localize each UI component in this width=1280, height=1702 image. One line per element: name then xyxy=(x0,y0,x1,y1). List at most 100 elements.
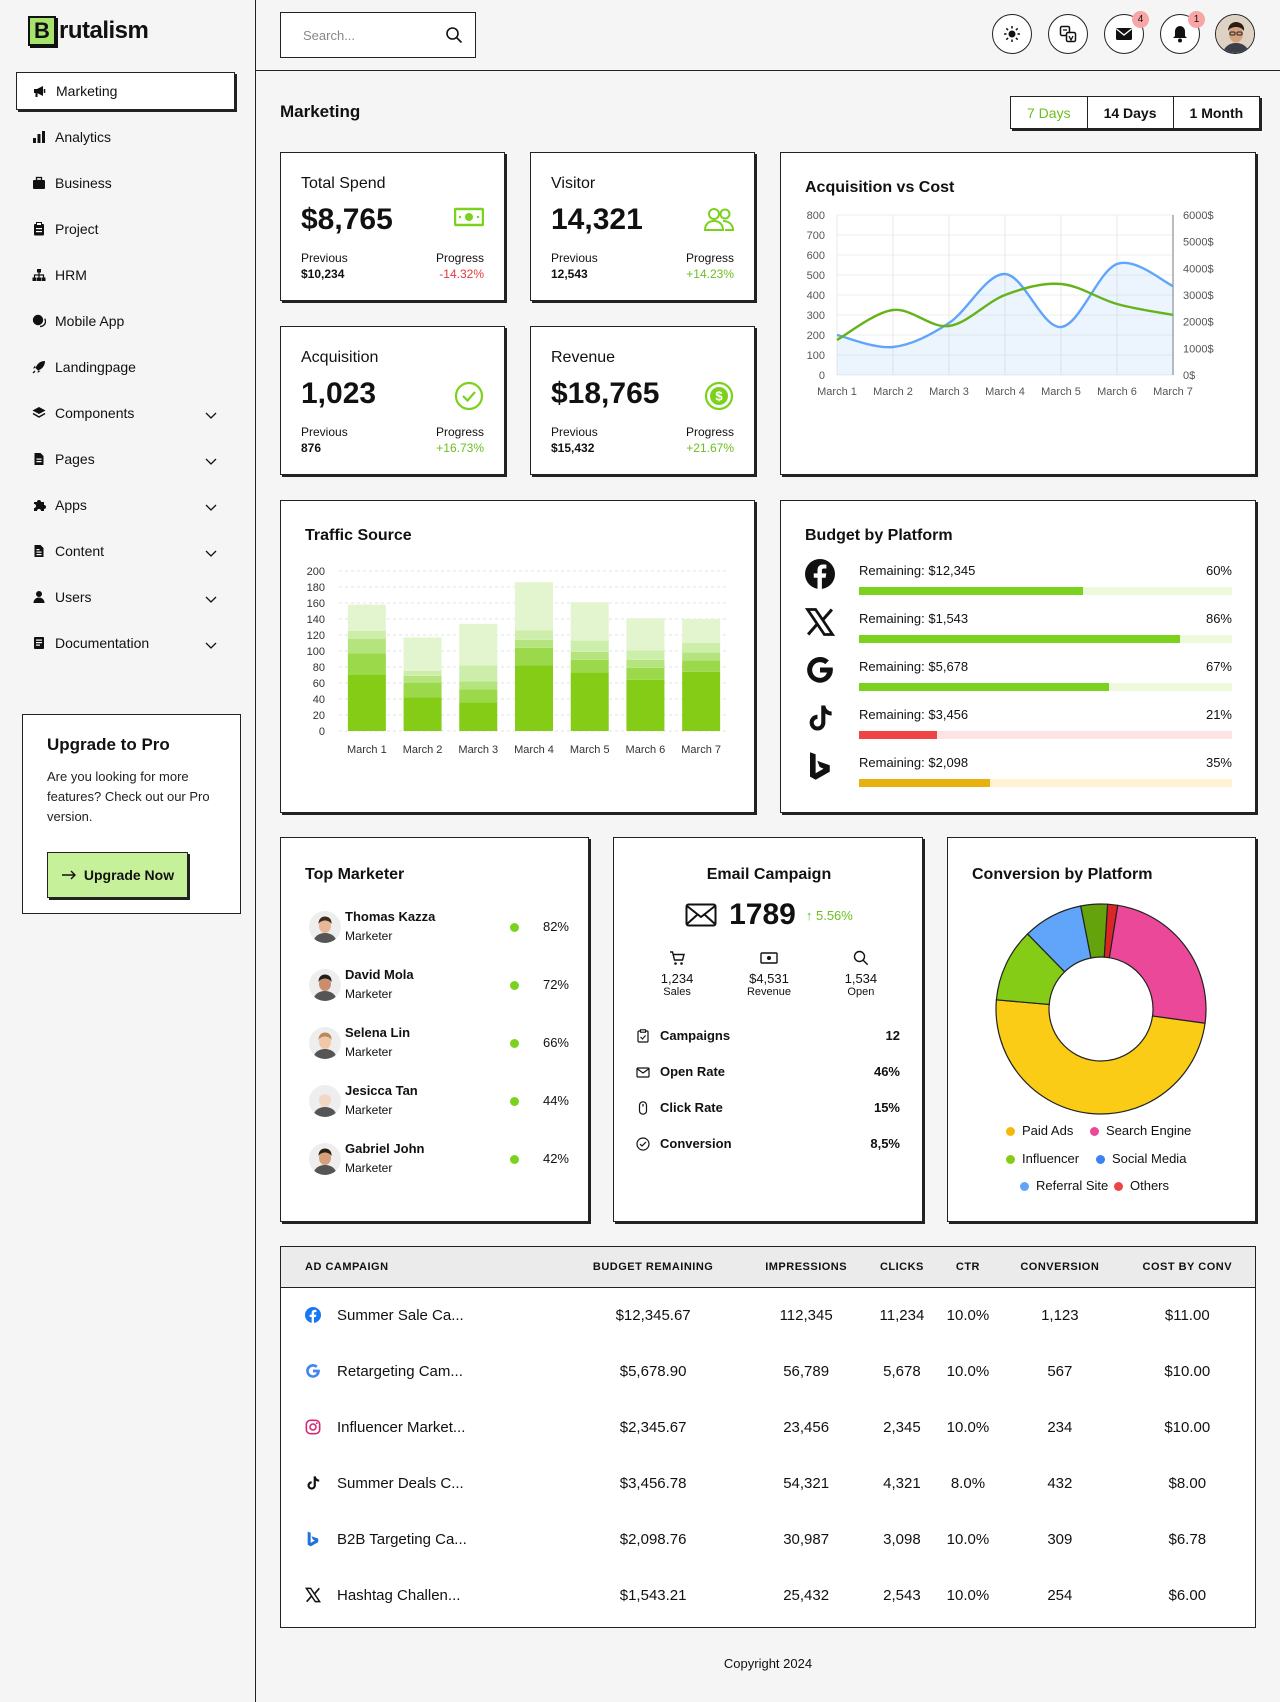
y-tick-label: 800 xyxy=(807,210,825,222)
messages-button[interactable]: 4 xyxy=(1104,11,1149,54)
x-tick-label: March 7 xyxy=(681,744,721,756)
y2-tick-label: 2000$ xyxy=(1183,317,1214,329)
sidebar-item-label: Documentation xyxy=(55,635,150,651)
sidebar-item-components[interactable]: Components xyxy=(16,394,235,432)
campaign-cell: Influencer Market... xyxy=(281,1399,562,1455)
search-icon[interactable] xyxy=(445,26,463,44)
column-header[interactable]: CTR xyxy=(935,1247,1001,1288)
range-1-month[interactable]: 1 Month xyxy=(1189,104,1244,121)
upgrade-now-button[interactable]: Upgrade Now xyxy=(47,852,188,898)
chevron-down-icon[interactable] xyxy=(205,499,217,515)
sidebar-item-landingpage[interactable]: Landingpage xyxy=(16,348,235,386)
bar-segment xyxy=(570,651,609,660)
kpi-label: Open xyxy=(847,986,875,998)
column-header[interactable]: IMPRESSIONS xyxy=(744,1247,869,1288)
sidebar-item-label: Content xyxy=(55,543,105,559)
chart-title: Acquisition vs Cost xyxy=(805,179,955,196)
sidebar-item-label: Components xyxy=(55,405,135,421)
bar-segment xyxy=(682,643,721,653)
budget-remaining-label: Remaining: $5,678 xyxy=(859,659,969,674)
y-tick-label: 200 xyxy=(807,330,825,342)
user-avatar[interactable] xyxy=(1215,14,1255,54)
column-header[interactable]: BUDGET REMAINING xyxy=(562,1247,745,1288)
marketer-row[interactable]: Gabriel John Marketer 42% xyxy=(305,1137,569,1187)
progress-value: -14.32% xyxy=(439,267,484,281)
email-row-campaigns: Campaigns 12 xyxy=(636,1028,900,1048)
marketer-row[interactable]: Selena Lin Marketer 66% xyxy=(305,1021,569,1071)
y-tick-label: 500 xyxy=(807,270,825,282)
clipboard-icon xyxy=(637,1029,649,1043)
previous-label: Previous xyxy=(301,425,348,439)
logo-text: rutalism xyxy=(59,17,149,44)
logo-mark: B xyxy=(28,16,56,46)
table-row[interactable]: B2B Targeting Ca... $2,098.76 30,987 3,098 1… xyxy=(281,1511,1255,1567)
table-row[interactable]: Summer Deals C... $3,456.78 54,321 4,321 8.0… xyxy=(281,1455,1255,1511)
bar-segment xyxy=(515,630,553,640)
sidebar-item-analytics[interactable]: Analytics xyxy=(16,118,235,156)
theme-toggle-button[interactable] xyxy=(992,14,1032,54)
chevron-down-icon[interactable] xyxy=(205,453,217,469)
cell-budget: $12,345.67 xyxy=(615,1306,691,1324)
envelope-icon xyxy=(685,903,717,927)
table-row[interactable]: Hashtag Challen... $1,543.21 25,432 2,543 10… xyxy=(281,1567,1255,1623)
translate-button[interactable] xyxy=(1048,14,1088,54)
sidebar-item-apps[interactable]: Apps xyxy=(16,486,235,524)
budget-progress-fill xyxy=(859,731,938,739)
budget-percent: 67% xyxy=(1205,659,1232,674)
y-tick-label: 160 xyxy=(307,598,325,610)
budget-percent: 86% xyxy=(1205,611,1232,626)
table-row[interactable]: Retargeting Cam... $5,678.90 56,789 5,678 10… xyxy=(281,1343,1255,1399)
search-input[interactable]: Search... xyxy=(303,27,356,43)
cell-conv: 234 xyxy=(1047,1418,1073,1436)
x-tick-label: March 5 xyxy=(570,744,610,756)
sidebar-item-content[interactable]: Content xyxy=(16,532,235,570)
budget-row: Remaining: $12,345 60% xyxy=(805,559,1232,603)
notifications-button[interactable]: 1 xyxy=(1160,11,1205,54)
email-row-conversion: Conversion 8,5% xyxy=(636,1136,900,1156)
marketer-row[interactable]: David Mola Marketer 72% xyxy=(305,963,569,1013)
sidebar-item-documentation[interactable]: Documentation xyxy=(16,624,235,662)
budget-progress-fill xyxy=(859,587,1083,595)
search-box[interactable]: Search... xyxy=(280,12,476,58)
sidebar-item-hrm[interactable]: HRM xyxy=(16,256,235,294)
sidebar-item-label: HRM xyxy=(55,267,87,283)
column-header[interactable]: CONVERSION xyxy=(1000,1247,1120,1288)
chevron-down-icon[interactable] xyxy=(205,637,217,653)
email-row-label: Open Rate xyxy=(660,1064,726,1079)
range-14-days[interactable]: 14 Days xyxy=(1088,97,1174,128)
sidebar-item-project[interactable]: Project xyxy=(16,210,235,248)
brand-logo[interactable]: B rutalism xyxy=(28,16,149,46)
marketer-percent: 44% xyxy=(542,1093,569,1108)
chevron-down-icon[interactable] xyxy=(205,591,217,607)
chevron-down-icon[interactable] xyxy=(205,407,217,423)
chevron-down-icon[interactable] xyxy=(205,545,217,561)
previous-value: $10,234 xyxy=(301,267,345,281)
sidebar-item-business[interactable]: Business xyxy=(16,164,235,202)
column-header[interactable]: AD CAMPAIGN xyxy=(281,1247,563,1288)
cell-impr: 56,789 xyxy=(783,1362,830,1380)
instagram-icon xyxy=(305,1419,329,1435)
table-row[interactable]: Influencer Market... $2,345.67 23,456 2,345… xyxy=(281,1399,1255,1455)
legend-label: Others xyxy=(1130,1178,1170,1193)
promo-title: Upgrade to Pro xyxy=(47,735,170,754)
budget-progress-track xyxy=(859,779,1232,787)
marketer-row[interactable]: Thomas Kazza Marketer 82% xyxy=(305,905,569,955)
column-header[interactable]: CLICKS xyxy=(868,1247,936,1288)
y-tick-label: 300 xyxy=(807,310,825,322)
donut-slice xyxy=(1103,903,1119,959)
sidebar-item-marketing[interactable]: Marketing xyxy=(16,72,235,110)
sidebar-item-mobile-app[interactable]: Mobile App xyxy=(16,302,235,340)
column-header[interactable]: COST BY CONV xyxy=(1119,1247,1255,1288)
marketer-row[interactable]: Jesicca Tan Marketer 44% xyxy=(305,1079,569,1129)
table-row[interactable]: Summer Sale Ca... $12,345.67 112,345 11,234… xyxy=(281,1287,1255,1343)
bar-segment xyxy=(682,671,721,731)
y-tick-label: 120 xyxy=(307,630,325,642)
sidebar-item-users[interactable]: Users xyxy=(16,578,235,616)
bar-segment xyxy=(682,652,721,661)
legend-label: Referral Site xyxy=(1036,1178,1109,1193)
sidebar-item-pages[interactable]: Pages xyxy=(16,440,235,478)
cart-icon xyxy=(670,951,685,965)
email-title: Email Campaign xyxy=(706,866,832,883)
range-7-days[interactable]: 7 Days xyxy=(1011,97,1088,128)
y-tick-label: 400 xyxy=(807,290,825,302)
